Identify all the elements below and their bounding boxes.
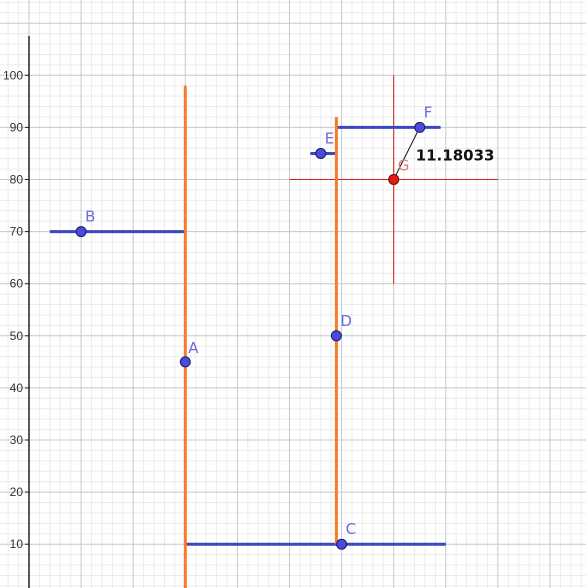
point-c[interactable] xyxy=(336,538,348,550)
y-tick-label: 30 xyxy=(10,433,24,447)
point-label-f: F xyxy=(424,103,433,121)
point-e[interactable] xyxy=(315,147,327,159)
point-label-b: B xyxy=(85,208,95,226)
y-tick-label: 40 xyxy=(10,381,24,395)
y-tick-label: 100 xyxy=(3,68,23,82)
point-g[interactable] xyxy=(388,174,400,185)
y-tick-label: 20 xyxy=(10,485,24,499)
point-label-d: D xyxy=(340,312,352,330)
point-f[interactable] xyxy=(414,121,426,133)
y-tick-label: 10 xyxy=(10,537,24,551)
point-label-a: A xyxy=(188,339,199,357)
distance-segment-gf[interactable] xyxy=(393,127,421,180)
point-a[interactable] xyxy=(179,356,191,368)
point-label-c: C xyxy=(346,520,356,538)
y-tick-label: 80 xyxy=(10,173,24,187)
point-label-e: E xyxy=(325,129,334,147)
distance-label: 11.18033 xyxy=(416,147,495,165)
y-tick-label: 50 xyxy=(10,329,24,343)
point-b[interactable] xyxy=(75,226,87,238)
point-d[interactable] xyxy=(330,330,342,342)
point-label-g: G xyxy=(398,157,410,175)
y-tick-label: 90 xyxy=(10,120,24,134)
y-tick-label: 70 xyxy=(10,225,24,239)
y-tick-label: 60 xyxy=(10,277,24,291)
